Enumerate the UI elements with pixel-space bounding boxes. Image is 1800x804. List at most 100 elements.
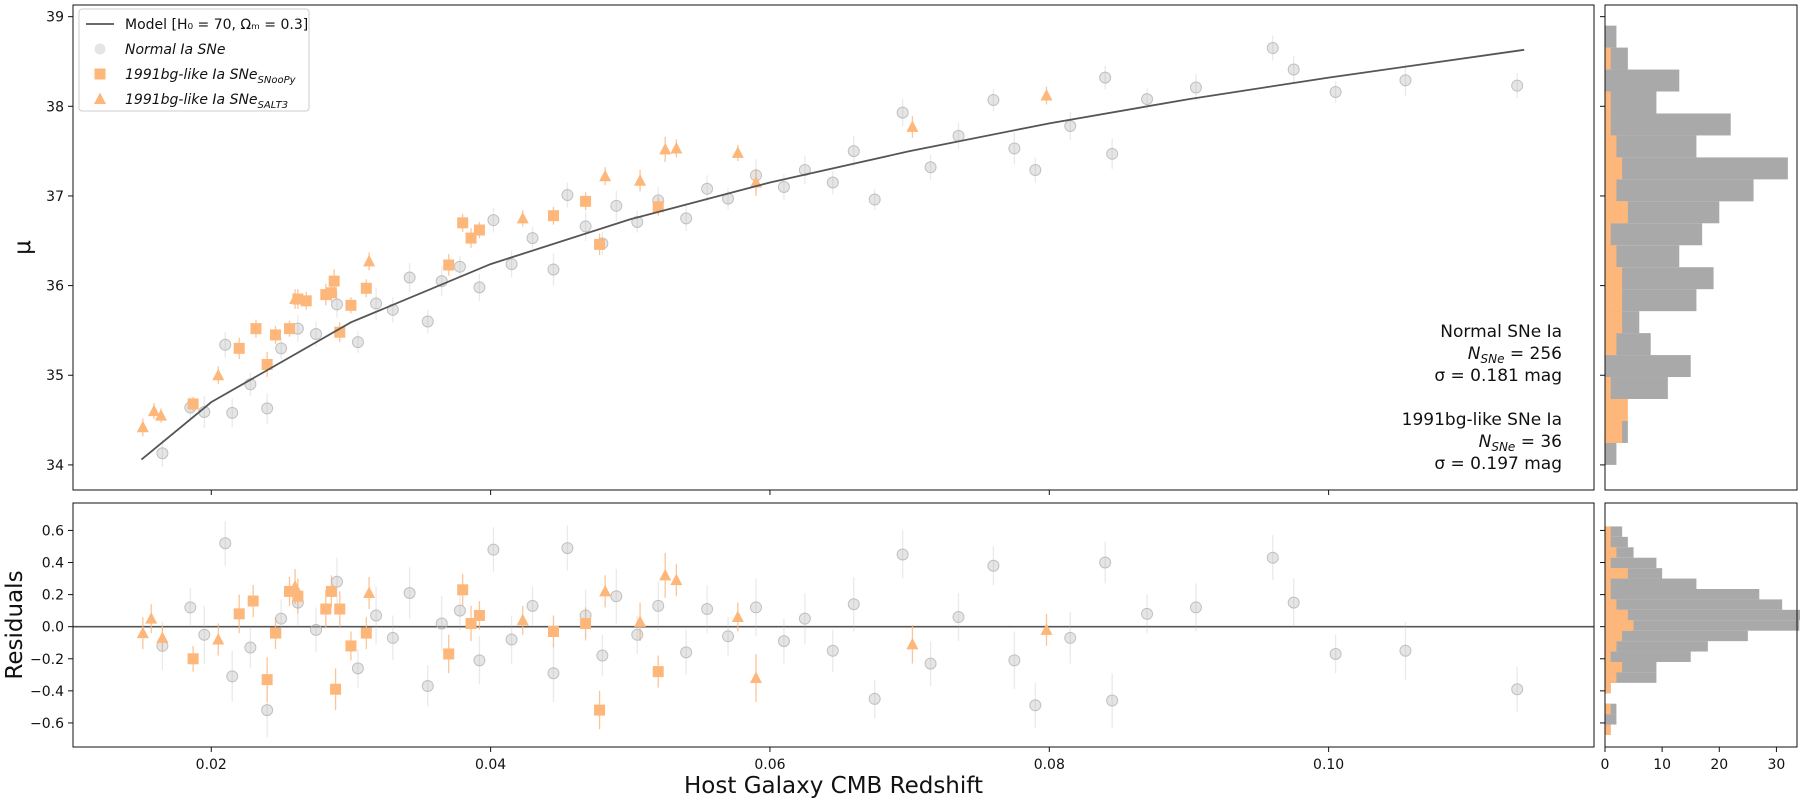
histogram-bar	[1605, 599, 1783, 610]
circle-marker	[777, 635, 790, 648]
square-marker	[652, 666, 664, 678]
circle-marker	[473, 281, 486, 294]
histogram-bar	[1605, 599, 1617, 610]
square-marker	[465, 617, 477, 629]
circle-marker	[526, 232, 539, 245]
axes-frame	[1604, 4, 1798, 491]
circle-marker	[847, 598, 860, 611]
circle-marker	[184, 601, 197, 614]
circle-marker	[1329, 647, 1342, 660]
circle-marker	[722, 630, 735, 643]
histogram-bar	[1605, 641, 1708, 652]
square-marker	[465, 232, 477, 244]
triangle-marker	[599, 584, 612, 597]
circle-marker	[987, 94, 1000, 107]
triangle-marker	[634, 615, 647, 627]
histogram-bar	[1605, 578, 1611, 589]
histogram-bar	[1605, 547, 1617, 558]
triangle-marker	[599, 169, 612, 182]
model-line	[140, 48, 1525, 461]
circle-marker	[1064, 631, 1077, 644]
circle-marker	[487, 543, 500, 556]
square-marker	[247, 595, 259, 607]
triangle-marker	[154, 409, 167, 421]
annotation: 1991bg-like SNe Ia	[1402, 410, 1562, 430]
histogram-bar	[1605, 442, 1617, 465]
histogram-bar	[1605, 536, 1611, 548]
histogram-bar	[1605, 47, 1628, 70]
y-tick-label: 0.6	[42, 523, 64, 539]
triangle-marker	[516, 613, 529, 626]
legend-box	[78, 8, 310, 112]
histogram-bar	[1605, 661, 1623, 673]
y-axis-label: Residuals	[2, 570, 28, 679]
histogram-bar	[1605, 714, 1617, 725]
circle-marker	[421, 680, 434, 693]
triangle-marker	[1040, 623, 1053, 635]
y-tick-label: 36	[46, 279, 64, 295]
histogram-bar	[1605, 420, 1623, 443]
circle-marker	[1287, 63, 1300, 76]
circle-marker	[847, 145, 860, 158]
square-marker	[443, 648, 455, 660]
axes-frame	[1604, 502, 1798, 748]
histogram-bar	[1605, 609, 1628, 621]
histogram-bar	[1605, 568, 1628, 579]
circle-marker	[244, 641, 257, 654]
circle-marker	[1189, 601, 1202, 614]
square-marker	[187, 653, 199, 665]
circle-marker	[896, 106, 909, 119]
circle-marker	[1141, 607, 1154, 620]
legend-swatch	[94, 68, 106, 80]
histogram-bar	[1605, 69, 1680, 92]
circle-marker	[421, 315, 434, 328]
circle-marker	[1511, 683, 1524, 696]
x-tick-label: 0.04	[475, 757, 506, 773]
square-marker	[580, 195, 592, 207]
triangle-marker	[670, 573, 683, 586]
circle-marker	[596, 649, 609, 662]
circle-marker	[610, 590, 623, 603]
circle-marker	[473, 654, 486, 667]
annotation: NSNe = 256	[1468, 344, 1562, 366]
histogram-bar	[1605, 578, 1697, 589]
square-marker	[300, 295, 312, 307]
histogram-bar	[1605, 672, 1617, 683]
histogram-bar	[1605, 661, 1657, 673]
circle-marker	[826, 176, 839, 189]
histogram-bar	[1605, 399, 1628, 421]
histogram-bar	[1605, 91, 1657, 114]
circle-marker	[261, 704, 274, 717]
circle-marker	[826, 644, 839, 657]
x-tick-label: 0	[1601, 757, 1610, 773]
square-marker	[325, 287, 337, 299]
circle-marker	[1099, 556, 1112, 569]
histogram-bar	[1605, 91, 1611, 114]
circle-marker	[896, 548, 909, 561]
histogram-bar	[1605, 113, 1611, 136]
square-marker	[652, 201, 664, 213]
histogram-bar	[1605, 179, 1754, 202]
y-tick-label: 35	[46, 368, 64, 384]
circle-marker	[310, 328, 323, 341]
circle-marker	[453, 260, 466, 273]
histogram-bar	[1605, 588, 1611, 600]
x-tick-label: 0.06	[754, 757, 785, 773]
y-tick-label: 0.4	[42, 556, 64, 572]
histogram-bar	[1605, 267, 1714, 290]
triangle-marker	[659, 568, 672, 581]
circle-marker	[987, 559, 1000, 572]
square-marker	[330, 683, 342, 695]
circle-marker	[924, 657, 937, 670]
legend-label: 1991bg-like Ia SNeSNooPy	[125, 67, 297, 86]
histogram-bar	[1605, 179, 1617, 202]
circle-marker	[1266, 551, 1279, 564]
triangle-marker	[363, 586, 376, 598]
histogram-bar	[1605, 557, 1657, 569]
circle-marker	[435, 617, 448, 630]
histogram-bar	[1605, 620, 1634, 631]
histogram-bar	[1605, 557, 1611, 569]
annotation: σ = 0.181 mag	[1434, 366, 1562, 386]
circle-marker	[680, 212, 693, 225]
